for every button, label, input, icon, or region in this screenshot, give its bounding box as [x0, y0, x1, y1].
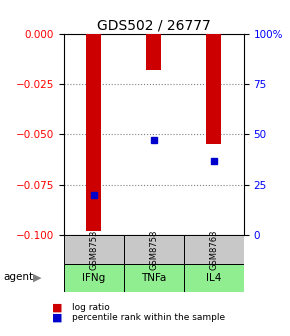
Text: percentile rank within the sample: percentile rank within the sample: [72, 313, 226, 322]
Bar: [184, 264, 244, 292]
Bar: [184, 235, 244, 264]
Title: GDS502 / 26777: GDS502 / 26777: [97, 18, 211, 33]
Text: GSM8763: GSM8763: [209, 229, 218, 270]
Text: IL4: IL4: [206, 273, 221, 283]
Text: ▶: ▶: [33, 272, 42, 282]
Text: agent: agent: [3, 272, 33, 282]
Text: IFNg: IFNg: [82, 273, 105, 283]
Bar: [206, 34, 221, 144]
Bar: [86, 34, 101, 231]
Bar: [124, 235, 184, 264]
Bar: [64, 264, 124, 292]
Text: GSM8758: GSM8758: [149, 229, 158, 270]
Text: GSM8753: GSM8753: [89, 229, 98, 270]
Bar: [124, 264, 184, 292]
Text: TNFa: TNFa: [141, 273, 166, 283]
Bar: [146, 34, 161, 70]
Bar: [64, 235, 124, 264]
Text: ■: ■: [52, 302, 63, 312]
Text: ■: ■: [52, 312, 63, 323]
Text: log ratio: log ratio: [72, 303, 110, 312]
